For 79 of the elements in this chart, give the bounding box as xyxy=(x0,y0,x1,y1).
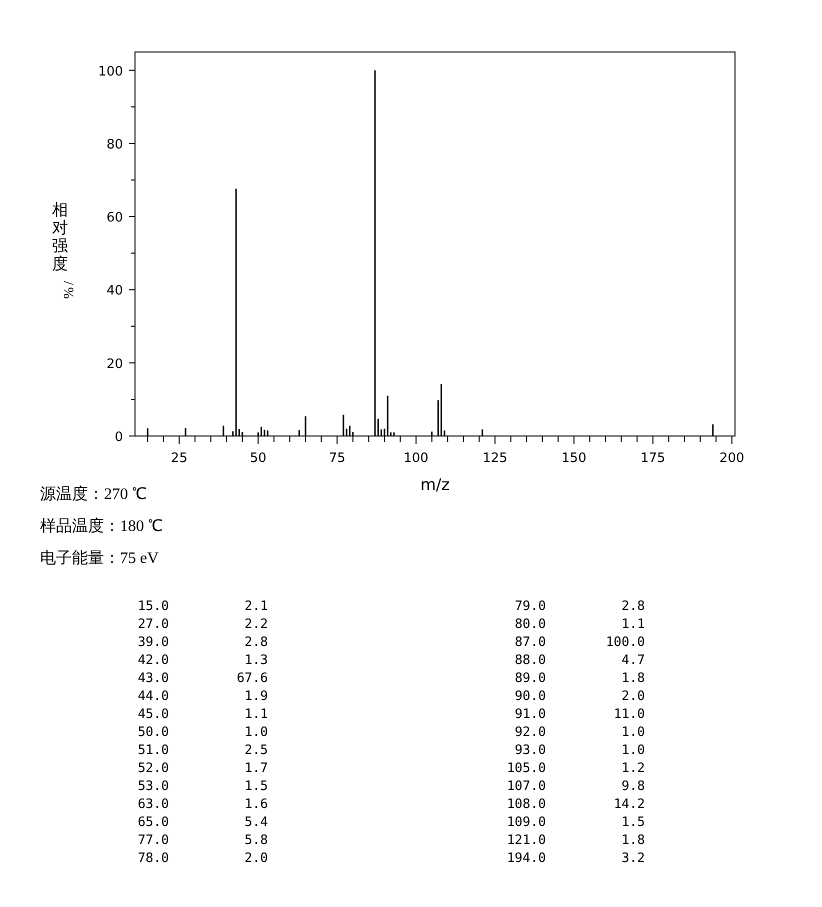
x-tick-label: 125 xyxy=(482,451,508,466)
text: 电子能量：75 eV xyxy=(40,549,160,567)
text: 4.7 xyxy=(622,653,645,668)
text: 2.0 xyxy=(244,851,268,866)
text: 2.1 xyxy=(244,599,268,614)
text: 90.0 xyxy=(514,689,546,704)
y-tick-label: 20 xyxy=(106,356,123,372)
text: 1.8 xyxy=(622,671,645,686)
text: 78.0 xyxy=(138,851,169,866)
text: 1.5 xyxy=(622,815,645,830)
text: 67.6 xyxy=(236,671,268,686)
text: 109.0 xyxy=(506,815,546,830)
text: 88.0 xyxy=(514,653,546,668)
text: 87.0 xyxy=(514,635,546,650)
text: 100.0 xyxy=(606,635,645,650)
text: 1.8 xyxy=(622,833,645,848)
y-tick-label: 60 xyxy=(106,210,123,226)
text: 108.0 xyxy=(506,797,546,812)
text: 51.0 xyxy=(138,743,169,758)
text: 93.0 xyxy=(514,743,546,758)
text: 50.0 xyxy=(138,725,169,740)
text: 14.2 xyxy=(614,797,645,812)
y-axis-title: 相对强度/% xyxy=(52,201,75,300)
x-tick-label: 50 xyxy=(250,451,266,466)
text: 39.0 xyxy=(138,635,169,650)
text: 2.5 xyxy=(244,743,268,758)
text: 2.8 xyxy=(244,635,268,650)
text: 105.0 xyxy=(506,761,546,776)
text: 45.0 xyxy=(138,707,169,722)
text: 92.0 xyxy=(514,725,546,740)
x-tick-label: 75 xyxy=(328,451,346,466)
text: 42.0 xyxy=(138,653,169,668)
text: 121.0 xyxy=(506,833,546,848)
text: 2.2 xyxy=(244,617,268,632)
y-tick-label: 40 xyxy=(106,284,123,299)
text: 15.0 xyxy=(138,599,169,614)
text: 11.0 xyxy=(614,707,645,722)
text: 1.2 xyxy=(622,761,645,776)
text: 2.0 xyxy=(622,689,645,704)
text: 1.1 xyxy=(244,707,268,722)
text: 79.0 xyxy=(514,599,546,614)
text: 194.0 xyxy=(506,851,546,866)
y-tick-label: 0 xyxy=(114,430,123,445)
text: 1.3 xyxy=(244,653,268,668)
text: 2.8 xyxy=(622,599,645,614)
text: 1.9 xyxy=(244,689,268,704)
text: 77.0 xyxy=(138,833,169,848)
text: 63.0 xyxy=(138,797,169,812)
text: 89.0 xyxy=(514,671,546,686)
text: 5.8 xyxy=(244,833,268,848)
text: 27.0 xyxy=(138,617,169,632)
text: 1.0 xyxy=(244,725,268,740)
x-tick-label: 25 xyxy=(170,451,188,466)
text: 3.2 xyxy=(622,851,645,866)
text: 52.0 xyxy=(138,761,169,776)
text: 1.1 xyxy=(622,617,645,632)
y-tick-label: 80 xyxy=(106,137,123,152)
x-tick-label: 100 xyxy=(404,451,428,466)
text: 107.0 xyxy=(506,779,546,794)
text: 91.0 xyxy=(514,707,546,722)
text: 5.4 xyxy=(244,815,268,830)
text: 1.5 xyxy=(244,779,268,794)
x-tick-label: 150 xyxy=(562,451,586,466)
text: 1.7 xyxy=(244,761,268,776)
text: 样品温度：180 ℃ xyxy=(40,517,163,535)
text: 1.6 xyxy=(244,797,268,812)
text: 源温度：270 ℃ xyxy=(40,485,147,503)
text: 9.8 xyxy=(622,779,645,794)
y-tick-label: 100 xyxy=(98,64,123,80)
text: 53.0 xyxy=(138,779,169,794)
x-tick-label: 175 xyxy=(640,451,666,466)
x-tick-label: 200 xyxy=(719,451,744,466)
text: 65.0 xyxy=(138,815,169,830)
text: 1.0 xyxy=(622,743,645,758)
text: 43.0 xyxy=(138,671,169,686)
x-axis-title: m/z xyxy=(420,475,450,494)
text: 1.0 xyxy=(622,725,645,740)
text: 80.0 xyxy=(514,617,546,632)
text: 44.0 xyxy=(138,689,169,704)
